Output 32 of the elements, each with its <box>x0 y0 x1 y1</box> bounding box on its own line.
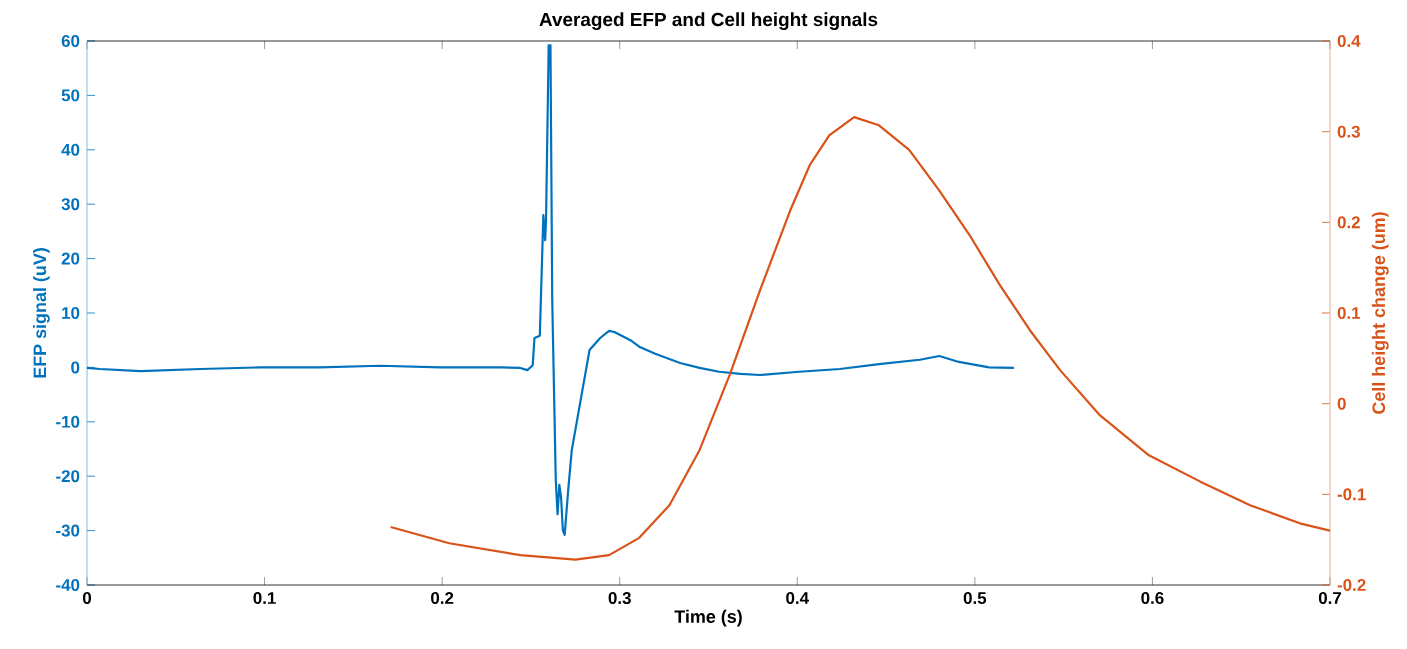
y-tick-label: -20 <box>56 470 80 483</box>
y2-tick-label: 0 <box>1337 397 1346 410</box>
x-tick-label: 0.7 <box>1318 592 1342 605</box>
y2-tick-label: -0.2 <box>1337 579 1366 591</box>
y2-tick-label: 0.3 <box>1337 125 1360 138</box>
x-tick-label: 0.6 <box>1141 592 1164 605</box>
y-tick-label: 0 <box>71 361 80 374</box>
y-axis-title: EFP signal (uV) <box>33 248 50 378</box>
line-series <box>389 116 1330 561</box>
y2-tick-label: -0.1 <box>1337 488 1366 501</box>
y-tick-label: 30 <box>61 198 80 211</box>
y-tick-label: -30 <box>56 524 80 537</box>
y2-axis-title: Cell height change (um) <box>1371 212 1389 414</box>
x-tick-label: 0 <box>82 592 92 605</box>
y-tick-label: 50 <box>61 89 80 102</box>
y-tick-label: -10 <box>56 415 80 428</box>
y2-tick-label: 0.4 <box>1337 35 1361 47</box>
y2-tick-label: 0.2 <box>1337 216 1360 229</box>
x-tick-label: 0.4 <box>786 592 809 605</box>
line-series <box>87 44 1016 537</box>
y2-tick-label: 0.1 <box>1337 307 1361 319</box>
y-tick-label: -40 <box>56 579 80 591</box>
x-axis-title: Time (s) <box>674 609 742 627</box>
y-tick-label: 60 <box>61 35 80 47</box>
y-tick-label: 20 <box>61 252 80 265</box>
x-tick-label: 0.1 <box>253 592 276 605</box>
x-tick-label: 0.2 <box>431 592 454 605</box>
x-tick-label: 0.3 <box>608 592 631 605</box>
x-tick-label: 0.5 <box>963 592 987 605</box>
y-tick-label: 40 <box>61 143 80 156</box>
y-tick-label: 10 <box>62 307 80 319</box>
chart-title: Averaged EFP and Cell height signals <box>539 12 878 30</box>
